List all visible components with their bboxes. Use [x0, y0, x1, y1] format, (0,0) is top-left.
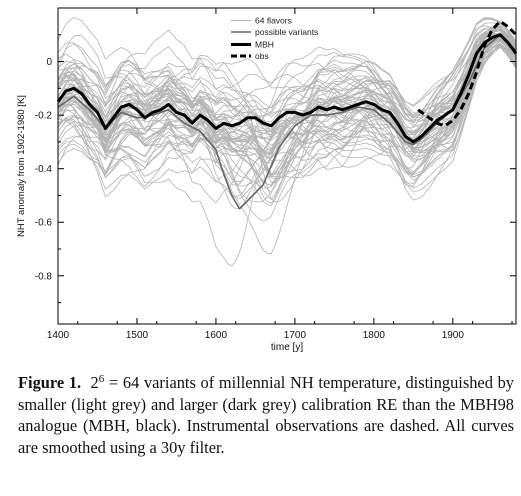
- variant-line: [57, 34, 517, 153]
- x-tick-label: 1600: [205, 330, 228, 341]
- x-tick-label: 1500: [126, 330, 149, 341]
- plot-frame: [57, 7, 517, 325]
- caption-label: Figure 1.: [18, 373, 82, 392]
- y-tick-label: 0: [46, 57, 52, 68]
- variant-line: [57, 37, 517, 209]
- variant-line: [57, 34, 517, 198]
- x-tick-label: 1700: [284, 330, 307, 341]
- temperature-chart: 1400 1500 1600 1700 1800 1900 0 -0.2 -0.4 -0.6 -0.…: [16, 7, 518, 353]
- variant-line: [57, 18, 517, 178]
- y-tick-label: -0.8: [35, 271, 53, 282]
- y-axis-label: NHT anomaly from 1902-1980 [K]: [16, 95, 27, 237]
- y-tick-label: -0.6: [35, 218, 53, 229]
- axis-ticks: 1400 1500 1600 1700 1800 1900 0 -0.2 -0.4 -0.6 -0.…: [35, 8, 516, 341]
- variant-line: [57, 28, 517, 159]
- series-obs: [417, 19, 518, 128]
- variant-line: [57, 42, 517, 203]
- variant-line: [57, 32, 517, 183]
- y-tick-label: -0.4: [35, 164, 53, 175]
- variant-curves: [57, 17, 517, 267]
- main-series: [56, 19, 518, 210]
- x-tick-label: 1400: [47, 330, 70, 341]
- y-tick-label: -0.2: [35, 111, 53, 122]
- figure-caption: Figure 1. 26 = 64 variants of millennial…: [18, 372, 514, 458]
- caption-base: 2: [90, 373, 99, 392]
- legend-label-64-flavors: 64 flavors: [255, 16, 292, 26]
- legend-label-mbh: MBH: [255, 40, 274, 50]
- variant-line: [57, 39, 517, 267]
- legend-label-possible-variants: possible variants: [255, 27, 318, 37]
- caption-exponent: 6: [98, 373, 105, 385]
- legend: 64 flavors possible variants MBH obs: [231, 16, 318, 61]
- variant-line: [57, 34, 517, 177]
- variant-line: [57, 27, 517, 206]
- variant-line: [57, 43, 517, 203]
- x-axis-label: time [y]: [271, 342, 303, 353]
- series-mbh: [56, 33, 518, 144]
- variant-line: [57, 29, 517, 174]
- x-tick-label: 1900: [442, 330, 465, 341]
- legend-label-obs: obs: [255, 51, 269, 61]
- variant-line: [57, 35, 517, 156]
- caption-text: = 64 variants of millennial NH temperatu…: [18, 373, 514, 457]
- variant-line: [57, 40, 517, 190]
- x-tick-label: 1800: [363, 330, 386, 341]
- variant-line: [57, 32, 517, 254]
